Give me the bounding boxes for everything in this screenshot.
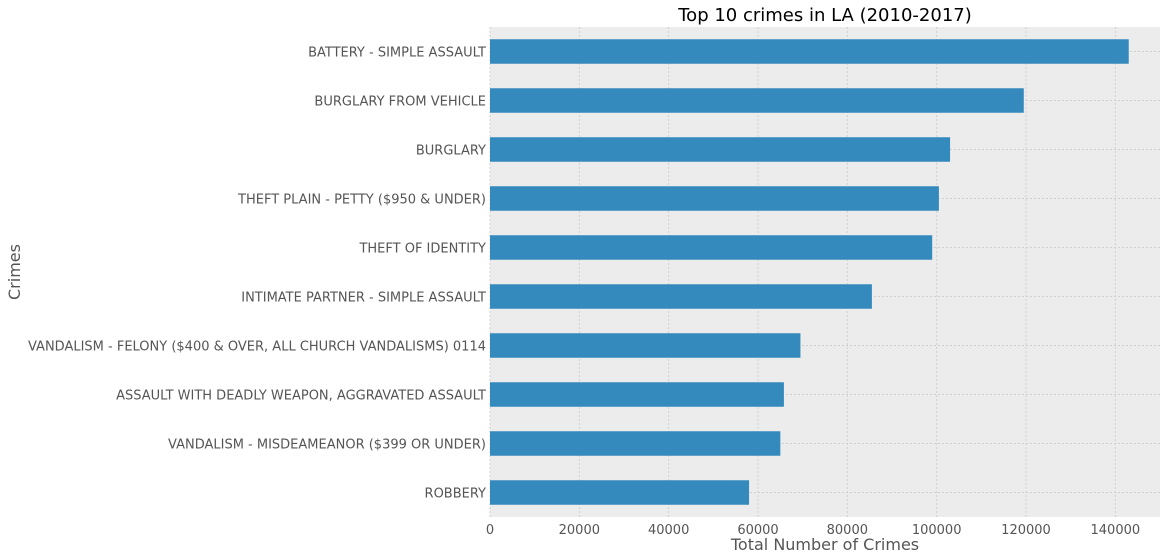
x-tick-labels: 0 20000 40000 60000 80000 100000 120000 140000	[486, 523, 1140, 538]
y-tick-label: THEFT OF IDENTITY	[358, 242, 486, 257]
x-tick-label: 100000	[912, 523, 962, 538]
x-tick-label: 120000	[1001, 523, 1051, 538]
x-tick-label: 0	[486, 523, 494, 538]
y-tick-label: INTIMATE PARTNER - SIMPLE ASSAULT	[241, 291, 486, 306]
x-tick-label: 80000	[827, 523, 868, 538]
bar	[490, 333, 801, 358]
bar	[490, 382, 784, 407]
bar	[490, 186, 939, 211]
bar	[490, 39, 1129, 64]
bar	[490, 431, 781, 456]
y-tick-label: ROBBERY	[425, 487, 487, 502]
x-axis-title: Total Number of Crimes	[730, 535, 919, 554]
chart-title: Top 10 crimes in LA (2010-2017)	[677, 5, 972, 26]
y-tick-labels: BATTERY - SIMPLE ASSAULT BURGLARY FROM VE…	[28, 46, 486, 502]
bars	[490, 39, 1129, 505]
bar	[490, 235, 933, 260]
bar	[490, 88, 1024, 113]
bar	[490, 480, 750, 505]
y-tick-label: BURGLARY FROM VEHICLE	[314, 95, 486, 110]
y-axis-title: Crimes	[5, 244, 24, 300]
x-tick-label: 20000	[559, 523, 600, 538]
y-tick-label: BURGLARY	[416, 144, 486, 159]
x-tick-label: 60000	[737, 523, 778, 538]
y-tick-label: THEFT PLAIN - PETTY ($950 & UNDER)	[237, 193, 486, 208]
x-tick-label: 140000	[1091, 523, 1141, 538]
y-tick-label: BATTERY - SIMPLE ASSAULT	[308, 46, 486, 61]
bar	[490, 137, 951, 162]
y-tick-label: ASSAULT WITH DEADLY WEAPON, AGGRAVATED A…	[116, 389, 486, 404]
y-tick-label: VANDALISM - FELONY ($400 & OVER, ALL CHU…	[28, 340, 486, 355]
bar	[490, 284, 872, 309]
y-tick-label: VANDALISM - MISDEAMEANOR ($399 OR UNDER)	[168, 438, 486, 453]
x-tick-label: 40000	[648, 523, 689, 538]
